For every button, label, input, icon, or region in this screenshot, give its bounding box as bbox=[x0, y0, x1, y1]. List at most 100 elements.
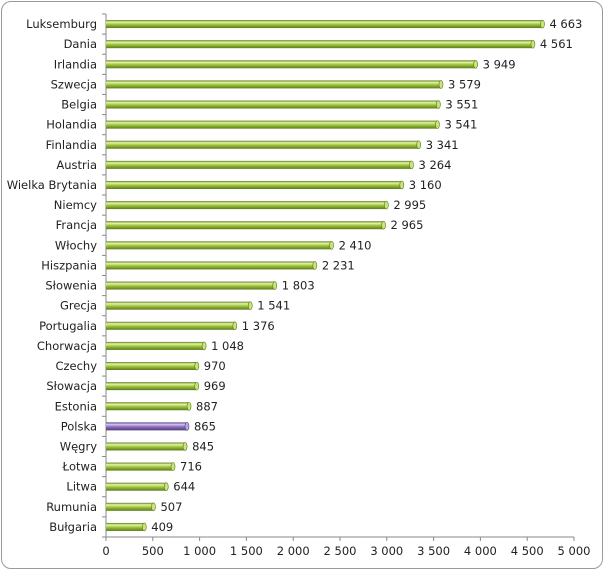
data-label: 1 376 bbox=[242, 319, 275, 333]
category-label: Słowenia bbox=[45, 279, 97, 293]
data-label: 865 bbox=[194, 419, 216, 433]
bar bbox=[106, 281, 275, 290]
bar bbox=[106, 321, 235, 330]
bar bbox=[106, 20, 543, 29]
data-label: 3 160 bbox=[409, 178, 442, 192]
bar bbox=[106, 402, 190, 411]
data-label: 409 bbox=[151, 520, 173, 534]
x-tick-label: 2 500 bbox=[324, 544, 357, 558]
category-label: Dania bbox=[64, 37, 97, 51]
data-label: 4 561 bbox=[540, 37, 573, 51]
bar-cap bbox=[186, 401, 192, 411]
category-label: Chorwacja bbox=[37, 339, 97, 353]
category-label: Litwa bbox=[66, 480, 97, 494]
data-label: 845 bbox=[192, 439, 214, 453]
category-label: Polska bbox=[61, 419, 97, 433]
bar-cap bbox=[381, 220, 386, 230]
category-label: Wielka Brytania bbox=[7, 178, 97, 192]
bar-cap bbox=[329, 241, 334, 250]
x-tick-label: 0 bbox=[102, 544, 109, 558]
bar-cap bbox=[194, 361, 200, 371]
category-label: Irlandia bbox=[54, 57, 97, 71]
bar bbox=[106, 241, 332, 250]
data-label: 2 995 bbox=[393, 198, 426, 212]
data-label: 3 579 bbox=[448, 77, 481, 91]
x-tick-label: 500 bbox=[142, 544, 164, 558]
data-label: 969 bbox=[204, 379, 226, 393]
bar-cap bbox=[182, 442, 188, 451]
bar bbox=[106, 100, 439, 109]
bar-cap bbox=[232, 321, 238, 331]
bar bbox=[106, 261, 315, 270]
bar-cap bbox=[436, 100, 441, 109]
category-label: Hiszpania bbox=[41, 258, 97, 272]
x-tick-label: 3 000 bbox=[370, 544, 403, 558]
category-label: Finlandia bbox=[46, 138, 97, 152]
bar bbox=[106, 422, 187, 431]
bar bbox=[106, 160, 412, 169]
data-label: 3 541 bbox=[444, 118, 477, 132]
bar bbox=[106, 502, 154, 511]
data-label: 1 541 bbox=[257, 299, 290, 313]
category-label: Włochy bbox=[55, 238, 97, 252]
bar-cap bbox=[151, 502, 156, 512]
bar-cap bbox=[201, 341, 207, 351]
bar-cap bbox=[540, 19, 545, 29]
bar-cap bbox=[184, 422, 190, 431]
bar-cap bbox=[435, 120, 440, 129]
data-label: 644 bbox=[173, 480, 195, 494]
bar bbox=[106, 140, 419, 149]
bar-cap bbox=[409, 160, 414, 170]
category-label: Bułgaria bbox=[49, 520, 97, 534]
category-label: Grecja bbox=[60, 299, 97, 313]
bar-cap bbox=[170, 462, 176, 471]
bar bbox=[106, 80, 441, 89]
bar-cap bbox=[272, 281, 278, 290]
x-tick-label: 4 500 bbox=[511, 544, 544, 558]
bar-cap bbox=[438, 80, 444, 89]
category-label: Holandia bbox=[46, 118, 97, 132]
category-label: Łotwa bbox=[62, 460, 97, 474]
x-tick-label: 1 500 bbox=[230, 544, 263, 558]
data-label: 1 048 bbox=[211, 339, 244, 353]
bar bbox=[106, 120, 438, 129]
data-label: 3 264 bbox=[419, 158, 452, 172]
bar bbox=[106, 382, 197, 391]
bar-cap bbox=[163, 482, 169, 492]
bar-cap bbox=[194, 381, 199, 391]
data-label: 507 bbox=[160, 500, 182, 514]
x-tick-label: 5 000 bbox=[558, 544, 591, 558]
bar bbox=[106, 522, 145, 531]
category-label: Luksemburg bbox=[26, 17, 97, 31]
x-tick-label: 3 500 bbox=[417, 544, 450, 558]
category-label: Szwecja bbox=[51, 77, 97, 91]
bar-cap bbox=[247, 301, 253, 310]
bar bbox=[106, 442, 186, 451]
data-label: 2 410 bbox=[339, 238, 372, 252]
category-label: Belgia bbox=[61, 98, 97, 112]
data-label: 716 bbox=[180, 460, 202, 474]
data-label: 887 bbox=[196, 399, 218, 413]
bar-cap bbox=[399, 180, 405, 190]
bar-cap bbox=[530, 39, 536, 49]
data-label: 970 bbox=[204, 359, 226, 373]
category-label: Węgry bbox=[60, 439, 97, 453]
data-label: 2 231 bbox=[322, 258, 355, 272]
data-label: 3 949 bbox=[483, 57, 516, 71]
bar-cap bbox=[312, 261, 318, 270]
category-label: Niemcy bbox=[54, 198, 97, 212]
data-label: 4 663 bbox=[549, 17, 582, 31]
bar bbox=[106, 221, 384, 230]
category-label: Portugalia bbox=[39, 319, 97, 333]
category-label: Czechy bbox=[55, 359, 97, 373]
bar-cap bbox=[416, 140, 422, 150]
bar bbox=[106, 201, 387, 210]
data-label: 1 803 bbox=[282, 279, 315, 293]
bar bbox=[106, 362, 197, 371]
bar bbox=[106, 180, 402, 189]
category-label: Rumunia bbox=[46, 500, 97, 514]
category-label: Estonia bbox=[55, 399, 97, 413]
bar bbox=[106, 40, 533, 49]
